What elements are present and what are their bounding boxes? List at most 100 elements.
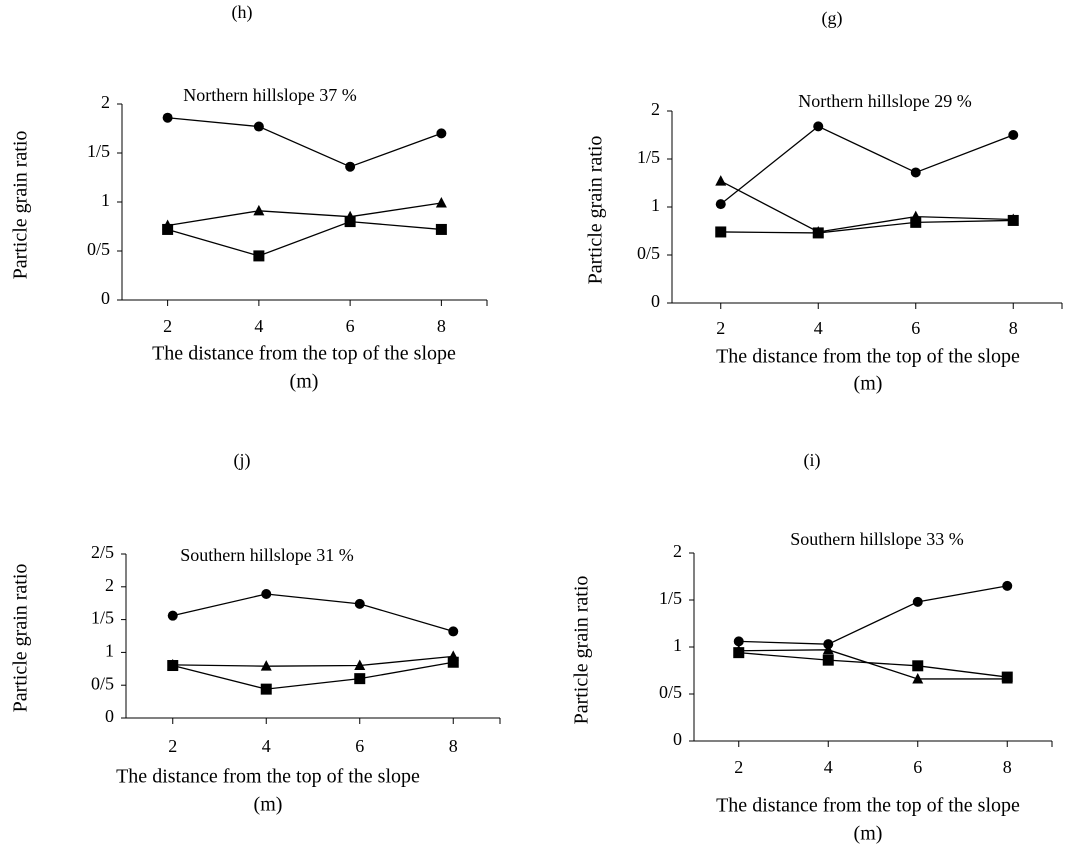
marker-square — [715, 226, 727, 238]
marker-circle — [1008, 130, 1019, 140]
chart-title: Northern hillslope 37 % — [183, 85, 356, 105]
marker-triangle — [435, 196, 447, 208]
marker-circle — [912, 596, 923, 607]
y-axis-label: Particle grain ratio — [10, 564, 32, 713]
y-axis-label: Particle grain ratio — [571, 576, 593, 725]
marker-circle — [354, 598, 365, 609]
series-line — [167, 202, 442, 227]
y-tick-label: 0 — [101, 288, 110, 308]
marker-circle — [715, 199, 726, 210]
x-tick-label: 8 — [437, 316, 446, 336]
y-axis-label: Particle grain ratio — [585, 136, 607, 285]
marker-circle — [436, 128, 447, 139]
marker-square — [822, 654, 834, 666]
y-tick-label: 2 — [673, 541, 682, 561]
chart-title: Northern hillslope 29 % — [798, 91, 971, 111]
series-line — [738, 585, 1008, 645]
y-tick-label: 0/5 — [659, 682, 682, 702]
y-tick-label: 2 — [105, 575, 114, 595]
x-tick-label: 8 — [449, 736, 458, 756]
x-tick-label: 8 — [1009, 318, 1018, 338]
marker-square — [162, 223, 174, 235]
series-line — [720, 180, 1014, 233]
x-axis-label: The distance from the top of the slope — [716, 346, 1020, 368]
marker-square — [344, 216, 356, 228]
marker-triangle — [822, 643, 834, 655]
y-tick-label: 0/5 — [91, 673, 114, 693]
series-line — [738, 651, 1008, 678]
y-tick-label: 1 — [101, 190, 110, 210]
x-tick-label: 2 — [163, 316, 172, 336]
marker-square — [910, 216, 922, 228]
y-tick-label: 1 — [651, 195, 660, 215]
marker-circle — [813, 121, 824, 132]
marker-triangle — [715, 175, 727, 186]
marker-circle — [167, 610, 178, 621]
marker-triangle — [253, 204, 265, 216]
panel-label: (j) — [234, 450, 251, 471]
series-line — [720, 125, 1014, 205]
x-tick-label: 6 — [346, 316, 355, 336]
marker-square — [435, 223, 447, 235]
marker-square — [447, 656, 459, 668]
marker-square — [1001, 671, 1013, 683]
marker-circle — [733, 636, 744, 647]
marker-circle — [261, 589, 272, 600]
marker-triangle — [354, 659, 366, 671]
chart-title: Southern hillslope 31 % — [180, 545, 354, 565]
marker-square — [354, 673, 366, 685]
x-tick-label: 8 — [1003, 757, 1012, 777]
y-tick-label: 1/5 — [91, 608, 114, 628]
series-line — [172, 661, 454, 690]
marker-square — [812, 227, 824, 239]
x-tick-label: 2 — [716, 318, 725, 338]
x-tick-label: 2 — [168, 736, 177, 756]
y-tick-label: 0 — [651, 291, 660, 311]
y-tick-label: 1 — [673, 635, 682, 655]
y-tick-label: 2/5 — [91, 542, 114, 562]
marker-triangle — [912, 672, 924, 684]
x-tick-label: 4 — [814, 318, 823, 338]
y-tick-label: 1/5 — [87, 141, 110, 161]
marker-circle — [162, 112, 173, 123]
x-axis-label: The distance from the top of the slope — [116, 766, 420, 788]
y-tick-label: 1/5 — [659, 588, 682, 608]
x-axis-label: (m) — [290, 371, 319, 393]
marker-circle — [253, 121, 264, 132]
panel-label: (i) — [804, 450, 821, 471]
panel-label: (g) — [822, 8, 843, 29]
series-line — [172, 593, 454, 633]
marker-circle — [345, 161, 356, 172]
marker-square — [912, 660, 924, 672]
y-tick-label: 0 — [673, 729, 682, 749]
y-tick-label: 0/5 — [637, 243, 660, 263]
x-tick-label: 4 — [254, 316, 263, 336]
x-axis-label: (m) — [854, 373, 883, 395]
marker-square — [733, 647, 745, 659]
chart-title: Southern hillslope 33 % — [790, 529, 964, 549]
marker-triangle — [260, 660, 272, 671]
x-axis-label: The distance from the top of the slope — [152, 343, 456, 365]
marker-square — [1007, 214, 1019, 226]
series-line — [720, 219, 1014, 234]
marker-circle — [910, 167, 921, 178]
x-tick-label: 4 — [824, 757, 833, 777]
y-tick-label: 1/5 — [637, 147, 660, 167]
x-axis-label: (m) — [254, 794, 283, 816]
y-tick-label: 0/5 — [87, 239, 110, 259]
panel-label: (h) — [232, 2, 253, 23]
series-line — [738, 649, 1008, 680]
y-tick-label: 1 — [105, 641, 114, 661]
marker-square — [260, 683, 272, 695]
y-tick-label: 2 — [651, 99, 660, 119]
x-axis-label: (m) — [854, 823, 883, 845]
x-tick-label: 6 — [913, 757, 922, 777]
y-axis-label: Particle grain ratio — [10, 131, 32, 280]
series-line — [167, 117, 442, 168]
series-line — [167, 220, 442, 257]
y-tick-label: 2 — [101, 92, 110, 112]
x-tick-label: 2 — [734, 757, 743, 777]
marker-circle — [448, 626, 459, 637]
marker-circle — [1002, 580, 1013, 591]
